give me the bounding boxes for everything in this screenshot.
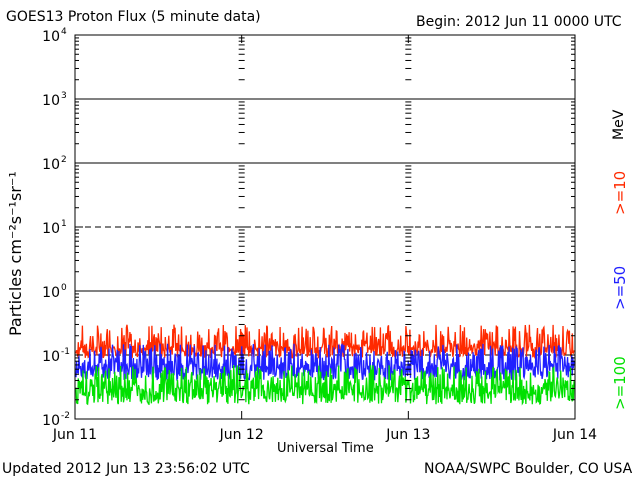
y-tick-exponent: -2	[61, 411, 70, 421]
legend-item-100mev: >=100	[611, 356, 629, 410]
series-layer	[75, 324, 575, 406]
x-tick-label: Jun 13	[385, 427, 430, 443]
y-tick-exponent: 1	[61, 219, 67, 229]
threshold-lines	[75, 98, 575, 356]
y-tick-label: 10	[42, 221, 60, 237]
chart-title: GOES13 Proton Flux (5 minute data)	[6, 9, 261, 25]
series-line-1	[75, 343, 575, 382]
series-line-2	[75, 365, 575, 406]
legend-item-10mev: >=10	[611, 170, 629, 215]
y-axis-label: Particles cm⁻²s⁻¹sr⁻¹	[6, 171, 25, 336]
begin-time-label: Begin: 2012 Jun 11 0000 UTC	[416, 14, 622, 30]
y-tick-label: 10	[42, 29, 60, 45]
y-tick-label: 10	[42, 285, 60, 301]
y-tick-label: 10	[42, 157, 60, 173]
y-tick-exponent: 3	[61, 91, 67, 101]
plot-frame	[74, 34, 576, 420]
y-tick-label: 10	[42, 93, 60, 109]
y-tick-exponent: -1	[61, 347, 70, 357]
y-tick-exponent: 2	[61, 155, 67, 165]
y-tick-label: 10	[42, 349, 60, 365]
x-tick-label: Jun 11	[52, 427, 97, 443]
y-tick-exponent: 0	[61, 283, 67, 293]
x-axis-label: Universal Time	[277, 441, 374, 456]
credit-label: NOAA/SWPC Boulder, CO USA	[424, 461, 633, 477]
x-tick-label: Jun 14	[552, 427, 597, 443]
legend-item-50mev: >=50	[611, 265, 629, 310]
x-tick-label: Jun 12	[219, 427, 264, 443]
y-tick-label: 10	[42, 413, 60, 429]
legend-unit-mev: MeV	[611, 109, 627, 140]
y-tick-exponent: 4	[61, 27, 67, 37]
updated-timestamp: Updated 2012 Jun 13 23:56:02 UTC	[2, 461, 250, 477]
